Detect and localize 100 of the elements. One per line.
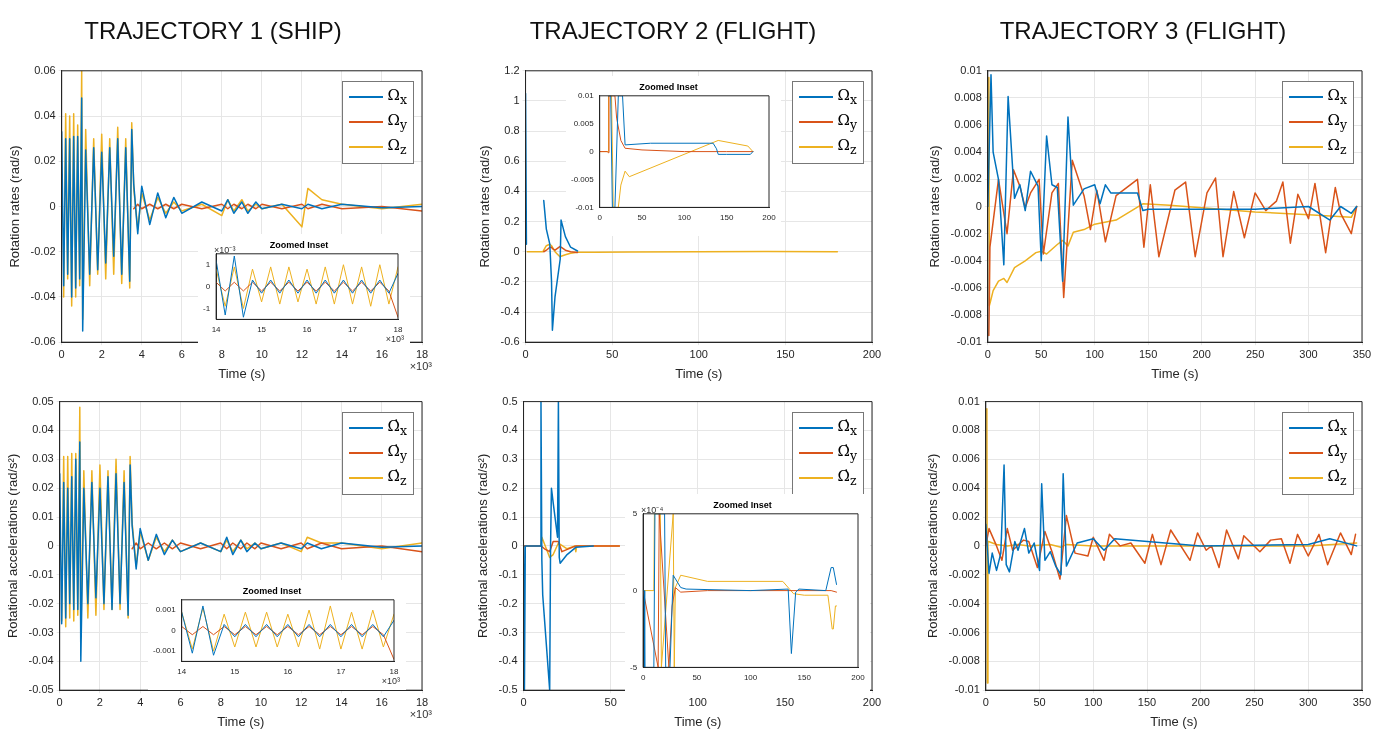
x-tick-label: 10: [254, 695, 268, 708]
y-tick-label: 0.002: [954, 172, 982, 185]
x-tick-label: 16: [283, 667, 293, 677]
y-tick-label: -0.04: [28, 654, 54, 667]
y-tick-label: 0: [511, 538, 518, 551]
legend-label: Ω$_{x}$: [387, 84, 407, 109]
y-tick-label: -0.04: [30, 290, 56, 302]
y-tick-label: 0: [49, 199, 56, 212]
x-tick-label: 50: [604, 695, 617, 708]
x-tick-label: 14: [177, 667, 187, 677]
y-tick-label: 0.001: [155, 605, 177, 615]
legend-label: Ω̇$_{z}$: [387, 465, 407, 490]
annotation: ×10³: [385, 334, 404, 345]
y-tick-label: -0.2: [500, 274, 520, 287]
x-tick-label: 100: [688, 695, 707, 708]
y-tick-label: -0.01: [956, 335, 982, 348]
x-tick-label: 50: [1035, 347, 1048, 360]
x-tick-label: 200: [762, 213, 777, 223]
x-tick-label: 0: [640, 673, 646, 683]
y-tick-label: -0.005: [571, 174, 595, 184]
y-tick-label: -5: [629, 662, 638, 672]
x-tick-label: 200: [862, 347, 882, 360]
chart-title: Zoomed Inset: [269, 239, 329, 250]
y-tick-label: -0.001: [153, 646, 177, 656]
y-tick-label: -0.01: [575, 202, 595, 212]
y-tick-label: 0.01: [578, 91, 595, 100]
y-tick-label: -0.1: [498, 567, 518, 580]
chart-title: Zoomed Inset: [713, 499, 772, 510]
x-tick-label: 4: [137, 695, 144, 708]
y-axis-title: Rotational accelerations (rad/s²): [5, 453, 21, 639]
chart-title: Zoomed Inset: [639, 81, 698, 92]
y-tick-label: -0.4: [500, 305, 520, 318]
y-axis-title: Rotation rates (rad/s): [927, 145, 943, 268]
y-tick-label: -0.05: [28, 683, 54, 696]
legend-label: Ω̇$_{y}$: [387, 440, 407, 465]
x-tick-label: 18: [415, 695, 429, 708]
y-tick-label: 0.004: [952, 481, 980, 494]
x-tick-label: 250: [1245, 347, 1265, 360]
y-tick-label: 0.04: [32, 423, 54, 436]
text: ×10³: [409, 360, 432, 373]
x-axis-title: Time (s): [1151, 365, 1199, 381]
y-tick-label: 5: [632, 509, 638, 518]
y-tick-label: -0.006: [950, 280, 982, 293]
x-tick-label: 8: [218, 347, 225, 360]
y-axis-title: Rotation rates (rad/s): [7, 145, 23, 268]
x-tick-label: 8: [217, 695, 224, 708]
chart-title: TRAJECTORY 1 (SHIP): [84, 17, 342, 45]
x-tick-label: 150: [719, 213, 734, 223]
y-tick-label: 0.06: [34, 63, 56, 76]
y-tick-label: 0.002: [952, 510, 980, 523]
y-tick-label: -0.01: [28, 567, 54, 580]
y-tick-label: 0.8: [504, 124, 520, 137]
y-tick-label: 0.6: [504, 154, 520, 167]
x-tick-label: 16: [375, 695, 388, 708]
x-tick-label: 6: [177, 695, 184, 708]
y-tick-label: -0.6: [500, 335, 520, 348]
x-tick-label: 100: [677, 213, 692, 223]
x-tick-label: 0: [58, 347, 65, 360]
x-tick-label: 50: [692, 673, 702, 683]
y-tick-label: -0.004: [948, 596, 980, 609]
x-tick-label: 4: [138, 347, 145, 360]
y-tick-label: -0.3: [498, 625, 518, 638]
y-tick-label: 0.02: [32, 481, 54, 494]
x-tick-label: 17: [336, 667, 346, 677]
y-axis-title: Rotation rates (rad/s): [477, 145, 493, 268]
x-tick-label: 250: [1245, 695, 1264, 708]
x-tick-label: 150: [797, 673, 812, 683]
x-tick-label: 15: [257, 325, 267, 335]
legend-label: Ω$_{z}$: [1327, 134, 1347, 159]
x-tick-label: 350: [1352, 347, 1372, 360]
y-tick-label: 0.5: [502, 394, 518, 407]
y-tick-label: -0.006: [948, 625, 980, 638]
chart-title: TRAJECTORY 3 (FLIGHT): [999, 17, 1287, 45]
x-tick-label: 200: [851, 673, 866, 683]
legend-label: Ω̇$_{x}$: [387, 415, 407, 440]
y-tick-label: -0.002: [948, 567, 980, 580]
y-tick-label: 0.1: [502, 510, 518, 523]
y-tick-label: 1: [513, 93, 520, 106]
x-tick-label: 16: [375, 347, 389, 360]
y-tick-label: -0.2: [498, 596, 518, 609]
x-axis-title: Time (s): [675, 365, 723, 381]
y-tick-label: -0.002: [950, 226, 982, 239]
y-tick-label: -0.02: [28, 596, 54, 609]
annotation: ×10³: [381, 676, 400, 687]
x-tick-label: 17: [348, 325, 358, 335]
annotation: ×10⁻³: [214, 243, 236, 256]
x-tick-label: 2: [98, 347, 105, 360]
x-axis-title: Time (s): [217, 713, 265, 729]
x-tick-label: 12: [295, 347, 309, 360]
y-tick-label: 0.008: [954, 90, 982, 103]
y-tick-label: -0.5: [498, 683, 518, 696]
y-tick-label: 0.01: [958, 394, 980, 407]
y-tick-label: -0.4: [498, 654, 518, 667]
x-tick-label: 200: [862, 695, 882, 708]
legend-label: Ω$_{y}$: [1327, 109, 1347, 134]
y-tick-label: 0.01: [32, 510, 54, 523]
y-tick-label: -0.008: [948, 654, 980, 667]
y-tick-label: -1: [202, 303, 211, 313]
x-tick-label: 10: [255, 347, 268, 360]
text: ×10³: [409, 708, 432, 721]
